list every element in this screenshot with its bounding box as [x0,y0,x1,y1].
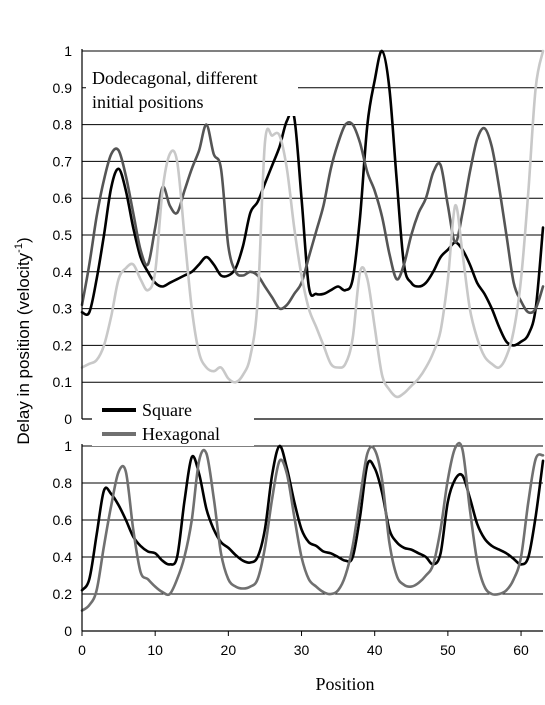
y-axis-label-end: ) [14,237,33,243]
y-tick-label-bottom-3: 0.6 [53,512,73,528]
series-line-bottom-1 [80,441,545,612]
series-line-top-2 [80,49,545,399]
x-tick-label-4: 40 [367,642,383,658]
bottom-panel-gridlines [82,445,543,595]
series-line-bottom-0 [80,444,545,592]
legend-background [92,396,254,446]
annotation-line-2: initial positions [92,92,204,112]
y-tick-label-top-1: 0.1 [53,374,73,390]
y-tick-label-bottom-1: 0.2 [53,586,73,602]
x-tick-label-0: 0 [78,642,86,658]
series-line-top-0 [80,49,545,347]
y-tick-label-top-7: 0.7 [53,153,73,169]
y-tick-label-bottom-5: 1 [64,438,72,454]
series-line-top-1 [80,120,545,315]
y-tick-label-top-4: 0.4 [53,264,73,280]
legend-label-hexagonal: Hexagonal [142,424,220,444]
y-tick-label-bottom-0: 0 [64,623,72,639]
x-axis-label: Position [315,674,374,694]
annotation-line-1: Dodecagonal, different [92,68,258,88]
bottom-panel-series [80,441,545,612]
annotation-background [86,64,298,116]
y-tick-label-top-3: 0.3 [53,301,73,317]
x-tick-label-3: 30 [294,642,310,658]
axes [81,49,543,636]
x-tick-label-1: 10 [147,642,163,658]
tick-labels: 00.10.20.30.40.50.60.70.80.9100.20.40.60… [53,43,530,658]
y-tick-label-bottom-2: 0.4 [53,549,73,565]
y-tick-label-top-2: 0.2 [53,337,73,353]
x-tick-label-5: 50 [440,642,456,658]
y-tick-label-top-10: 1 [64,43,72,59]
y-tick-label-top-8: 0.8 [53,117,73,133]
y-tick-label-bottom-4: 0.8 [53,475,73,491]
y-tick-label-top-0: 0 [64,411,72,427]
x-tick-label-6: 60 [513,642,529,658]
top-panel-series [80,49,545,399]
y-tick-label-top-9: 0.9 [53,80,73,96]
y-axis-label-main: Delay in position (velocity [14,252,33,444]
y-axis-label-superscript: -1 [13,243,25,253]
y-tick-label-top-6: 0.6 [53,190,73,206]
y-axis-label: Delay in position (velocity-1) [13,237,33,444]
y-tick-label-top-5: 0.5 [53,227,73,243]
x-tick-label-2: 20 [221,642,237,658]
legend-label-square: Square [142,400,192,420]
